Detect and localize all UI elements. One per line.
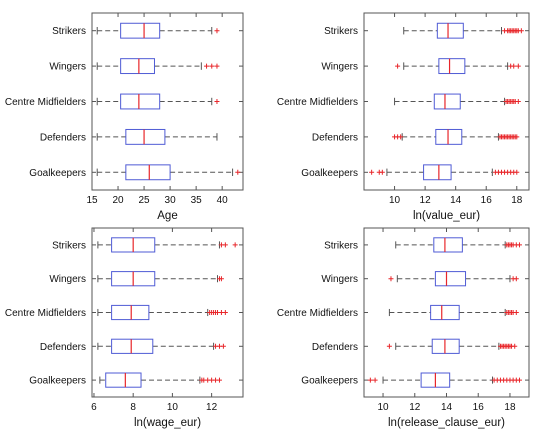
box-wingers [120,58,155,75]
x-tick-label: 16 [473,402,485,413]
y-tick-label-strikers: Strikers [52,240,86,251]
outlier-wingers [218,276,224,282]
x-tick-label: 15 [86,195,98,206]
y-tick-label-goalkeepers: Goalkeepers [29,376,86,387]
x-tick-label: 16 [481,195,493,206]
boxplot-panel-age: 15 20 25 30 35 40 Age Strikers Wingers Centre Mid… [5,12,244,222]
outlier-defenders [514,134,520,140]
box-defenders [431,338,460,354]
y-tick-label-wingers: Wingers [49,274,86,285]
outlier-goalkeepers [514,169,520,175]
y-tick-label-centre-midfielders: Centre Midfielders [5,97,86,108]
outlier-wingers [513,276,519,282]
y-tick-label-goalkeepers: Goalkeepers [29,168,86,179]
outlier-goalkeepers [372,377,378,383]
boxplot-panel-release-clause: 10 12 14 16 18 ln(release_clause_eur) Strikers… [277,227,530,429]
outlier-strikers [222,242,228,248]
box-goalkeepers [423,164,452,181]
x-tick-label: 30 [165,195,177,206]
y-tick-label-centre-midfielders: Centre Midfielders [277,308,358,319]
outlier-goalkeepers [367,377,373,383]
box-defenders [435,128,463,145]
x-tick-label: 20 [112,195,124,206]
outlier-centre-midfielders [513,310,519,315]
box-strikers [120,22,161,39]
y-tick-label-defenders: Defenders [40,342,86,353]
boxplot-panel-wage: 6 8 10 12 ln(wage_eur) Strikers Wingers Centre … [5,227,244,429]
plot-frame [363,227,530,398]
outlier-goalkeepers [516,377,522,383]
x-tick-label: 18 [511,195,523,206]
x-tick-label: 18 [504,402,516,413]
box-strikers [436,22,464,39]
y-tick-label-defenders: Defenders [312,132,358,143]
outlier-defenders [398,134,404,140]
outlier-goalkeepers [235,169,241,175]
x-tick-label: 12 [409,402,421,413]
x-tick-label: 10 [167,402,179,413]
box-centre-midfielders [430,304,460,321]
y-tick-label-wingers: Wingers [321,274,358,285]
outlier-wingers [209,63,215,69]
boxplot-panel-value: 10 12 14 16 18 ln(value_eur) Strikers Wingers Ce… [277,12,530,222]
box-centre-midfielders [120,93,161,110]
x-tick-label: 10 [389,195,401,206]
x-axis-title: ln(release_clause_eur) [388,417,505,429]
outlier-strikers [518,28,524,34]
box-goalkeepers [105,372,142,388]
y-tick-label-strikers: Strikers [324,26,358,37]
y-tick-label-centre-midfielders: Centre Midfielders [5,308,86,319]
x-tick-label: 35 [191,195,203,206]
outlier-wingers [204,63,210,69]
box-centre-midfielders [111,304,150,321]
x-tick-label: 40 [217,195,229,206]
y-tick-label-goalkeepers: Goalkeepers [301,376,358,387]
box-goalkeepers [125,164,171,181]
y-tick-label-defenders: Defenders [312,342,358,353]
x-axis-title: Age [157,210,177,222]
outlier-centre-midfielders [222,310,228,315]
outlier-strikers [214,28,220,34]
x-tick-label: 12 [206,402,218,413]
x-axis-title: ln(wage_eur) [134,417,201,429]
y-tick-label-strikers: Strikers [52,26,86,37]
outlier-defenders [220,343,226,349]
outlier-wingers [395,63,401,69]
outlier-wingers [515,63,521,69]
outlier-strikers [232,242,238,248]
y-tick-label-wingers: Wingers [49,62,86,73]
outlier-defenders [386,343,392,349]
outlier-goalkeepers [379,169,385,175]
y-tick-label-centre-midfielders: Centre Midfielders [277,97,358,108]
x-tick-label: 14 [450,195,462,206]
x-tick-label: 8 [130,402,136,413]
box-wingers [438,58,466,75]
box-defenders [125,128,166,145]
box-strikers [433,237,463,253]
outlier-defenders [512,343,518,349]
outlier-goalkeepers [369,169,375,175]
outlier-wingers [511,63,517,69]
y-tick-label-wingers: Wingers [321,62,358,73]
y-tick-label-defenders: Defenders [40,132,86,143]
outlier-centre-midfielders [214,99,220,104]
y-tick-label-goalkeepers: Goalkeepers [301,168,358,179]
box-wingers [434,271,467,287]
x-tick-label: 6 [91,402,97,413]
outlier-wingers [214,63,220,69]
outlier-strikers [516,242,522,248]
y-tick-label-strikers: Strikers [324,240,358,251]
outlier-wingers [388,276,394,282]
x-tick-label: 25 [139,195,151,206]
x-tick-label: 14 [441,402,453,413]
outlier-goalkeepers [216,377,222,383]
x-tick-label: 12 [420,195,432,206]
box-defenders [111,338,154,354]
x-axis-title: ln(value_eur) [413,210,480,222]
box-centre-midfielders [433,93,461,110]
outlier-centre-midfielders [515,99,521,104]
x-tick-label: 10 [377,402,389,413]
